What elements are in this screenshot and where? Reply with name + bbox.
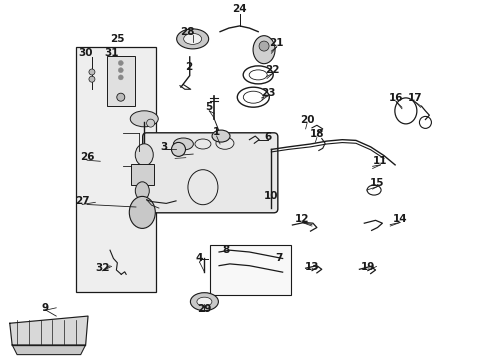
Text: 18: 18 xyxy=(309,129,324,139)
Circle shape xyxy=(146,119,154,127)
FancyBboxPatch shape xyxy=(142,133,277,213)
Ellipse shape xyxy=(190,293,218,311)
Text: 13: 13 xyxy=(304,262,319,272)
Text: 25: 25 xyxy=(110,34,124,44)
Text: 7: 7 xyxy=(274,253,282,264)
Circle shape xyxy=(89,76,95,82)
Text: 28: 28 xyxy=(180,27,195,37)
Text: 8: 8 xyxy=(222,245,229,255)
Text: 17: 17 xyxy=(407,93,421,103)
Ellipse shape xyxy=(173,138,193,150)
Ellipse shape xyxy=(135,182,149,200)
Text: 20: 20 xyxy=(299,114,314,125)
Ellipse shape xyxy=(176,29,208,49)
Circle shape xyxy=(118,75,123,80)
Text: 15: 15 xyxy=(369,178,384,188)
Polygon shape xyxy=(12,345,85,355)
Ellipse shape xyxy=(129,197,155,228)
Text: 23: 23 xyxy=(260,88,275,98)
Text: 9: 9 xyxy=(41,303,48,313)
Text: 14: 14 xyxy=(392,214,407,224)
Text: 16: 16 xyxy=(388,93,403,103)
Text: 10: 10 xyxy=(264,191,278,201)
Circle shape xyxy=(171,143,185,156)
Circle shape xyxy=(89,69,95,75)
Text: 2: 2 xyxy=(184,62,191,72)
Text: 26: 26 xyxy=(80,152,94,162)
Polygon shape xyxy=(10,316,88,346)
Text: 12: 12 xyxy=(294,214,309,224)
Text: 6: 6 xyxy=(264,132,271,142)
Text: 11: 11 xyxy=(372,156,387,166)
Text: 4: 4 xyxy=(195,253,203,264)
Circle shape xyxy=(118,68,123,73)
Text: 5: 5 xyxy=(205,102,212,112)
Text: 1: 1 xyxy=(213,127,220,138)
Text: 21: 21 xyxy=(269,38,284,48)
Text: 22: 22 xyxy=(265,65,280,75)
Ellipse shape xyxy=(183,33,201,44)
Text: 27: 27 xyxy=(75,196,89,206)
Bar xyxy=(131,164,153,185)
Ellipse shape xyxy=(130,111,158,127)
Text: 19: 19 xyxy=(360,262,374,272)
Circle shape xyxy=(118,60,123,66)
Ellipse shape xyxy=(135,144,153,166)
Bar xyxy=(106,56,135,106)
Ellipse shape xyxy=(197,297,211,306)
Circle shape xyxy=(117,93,124,101)
Text: 30: 30 xyxy=(78,48,93,58)
Circle shape xyxy=(259,41,268,51)
Text: 24: 24 xyxy=(232,4,246,14)
Text: 29: 29 xyxy=(197,304,211,314)
Text: 31: 31 xyxy=(104,48,119,58)
Bar xyxy=(210,245,290,295)
Ellipse shape xyxy=(212,130,229,142)
Text: 32: 32 xyxy=(95,263,110,273)
Ellipse shape xyxy=(253,36,274,64)
Text: 3: 3 xyxy=(160,142,167,152)
Bar xyxy=(76,47,156,292)
